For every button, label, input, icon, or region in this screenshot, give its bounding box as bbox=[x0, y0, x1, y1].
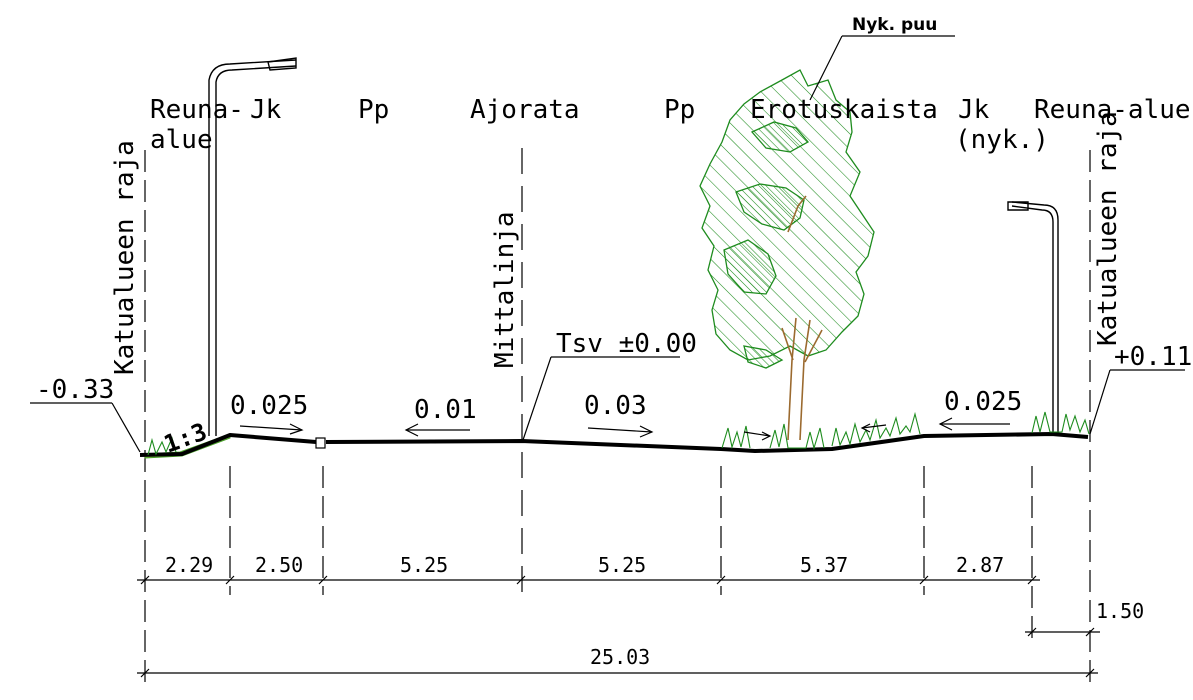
zone-label-pp-right: Pp bbox=[664, 95, 695, 125]
street-lamp-right-icon bbox=[1007, 201, 1059, 434]
zone-label-reuna-alue-left: Reuna- bbox=[150, 95, 244, 125]
svg-text:Tsv ±0.00: Tsv ±0.00 bbox=[556, 329, 697, 359]
boundary-label-right: Katualueen raja bbox=[1093, 111, 1123, 346]
level-marker-left: -0.33 bbox=[30, 375, 141, 453]
svg-text:+0.11: +0.11 bbox=[1114, 342, 1192, 372]
svg-text:-0.33: -0.33 bbox=[36, 375, 114, 405]
zone-label-ajorata: Ajorata bbox=[470, 95, 580, 125]
width-label: 5.37 bbox=[800, 553, 848, 577]
level-marker-right: +0.11 bbox=[1089, 342, 1192, 435]
zone-label-jk-right-2: (nyk.) bbox=[955, 125, 1049, 155]
zone-label-reuna-alue-left-2: alue bbox=[150, 125, 213, 155]
zone-label-jk-right: Jk bbox=[958, 95, 990, 125]
existing-tree-icon bbox=[699, 69, 875, 441]
width-label: 5.25 bbox=[598, 553, 646, 577]
svg-text:0.03: 0.03 bbox=[584, 391, 647, 421]
width-label: 2.29 bbox=[165, 553, 213, 577]
grass-tufts-icon bbox=[147, 411, 1090, 456]
width-label: 2.50 bbox=[255, 553, 303, 577]
cross-slope-4: 0.025 bbox=[938, 387, 1022, 431]
svg-text:0.025: 0.025 bbox=[944, 387, 1022, 417]
street-lamp-left-icon bbox=[208, 57, 297, 436]
tree-note-label: Nyk. puu bbox=[852, 15, 937, 35]
right-edge-dimension: 1.50 bbox=[1025, 599, 1144, 637]
svg-text:1.50: 1.50 bbox=[1096, 599, 1144, 623]
cross-slope-1: 0.025 bbox=[230, 391, 308, 435]
cross-slope-2: 0.01 bbox=[404, 395, 477, 437]
slope-ratio-label: 1:3 bbox=[160, 417, 210, 458]
width-label: 5.25 bbox=[400, 553, 448, 577]
zone-label-pp-left: Pp bbox=[358, 95, 389, 125]
zone-label-reuna-alue-right: Reuna-alue bbox=[1034, 95, 1191, 125]
zone-guide-lines bbox=[144, 148, 1091, 684]
street-surface-profile bbox=[139, 432, 1089, 457]
width-label: 2.87 bbox=[956, 553, 1004, 577]
level-marker-center: Tsv ±0.00 bbox=[522, 329, 697, 441]
tree-note-leader bbox=[809, 35, 843, 101]
cross-slope-3: 0.03 bbox=[584, 391, 654, 438]
svg-text:0.01: 0.01 bbox=[414, 395, 477, 425]
svg-text:25.03: 25.03 bbox=[590, 645, 650, 669]
zone-label-erotuskaista: Erotuskaista bbox=[750, 95, 938, 125]
zone-label-jk-left: Jk bbox=[250, 95, 282, 125]
total-width-dimension: 25.03 bbox=[137, 645, 1098, 678]
width-dimension-chain: 2.29 2.50 5.25 5.25 5.37 2.87 bbox=[137, 553, 1040, 585]
measure-line-label: Mittalinja bbox=[490, 211, 520, 368]
svg-text:0.025: 0.025 bbox=[230, 391, 308, 421]
curb-stone-icon bbox=[315, 437, 326, 449]
boundary-label-left: Katualueen raja bbox=[110, 140, 140, 375]
tree-zone-slope-arrows bbox=[743, 423, 887, 441]
